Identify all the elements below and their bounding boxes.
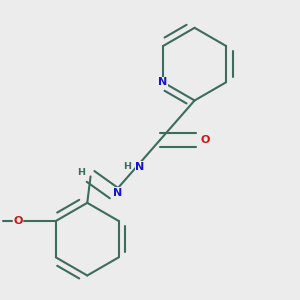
Text: O: O: [201, 135, 210, 145]
Text: O: O: [13, 216, 22, 226]
Text: N: N: [136, 161, 145, 172]
Text: N: N: [158, 77, 168, 87]
Text: H: H: [76, 168, 85, 177]
Text: H: H: [124, 162, 131, 171]
Text: N: N: [113, 188, 122, 198]
